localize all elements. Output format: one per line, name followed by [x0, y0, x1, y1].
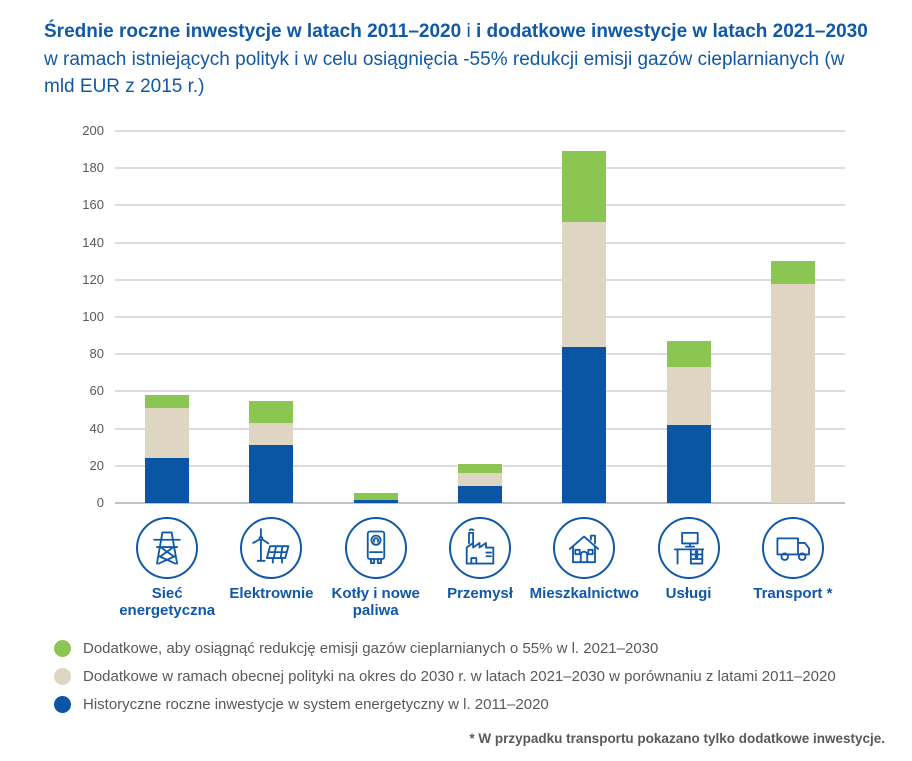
factory-icon — [449, 517, 511, 579]
legend-item-historic: Historyczne roczne inwestycje w system e… — [54, 694, 894, 714]
legend-label: Dodatkowe, aby osiągnąć redukcję emisji … — [83, 639, 659, 657]
legend-label: Historyczne roczne inwestycje w system e… — [83, 695, 549, 713]
bar-segment-historic — [458, 486, 502, 503]
legend-item-current-policy: Dodatkowe w ramach obecnej polityki na o… — [54, 666, 894, 686]
bar-segment-minus55 — [562, 151, 607, 223]
y-tick-label: 160 — [82, 197, 104, 213]
gridline — [115, 390, 845, 393]
category-label: Kotły i nowe paliwa — [331, 585, 420, 619]
bar-segment-historic — [666, 424, 711, 503]
title-separator: i — [461, 21, 476, 42]
y-tick-label: 40 — [89, 420, 104, 436]
y-tick-label: 100 — [82, 309, 104, 324]
bar-segment-current-policy — [562, 222, 607, 347]
bar-segment-historic — [562, 346, 607, 503]
category-label: Mieszkalnictwo — [529, 585, 639, 602]
bar-segment-minus55 — [770, 261, 815, 284]
power-plant-icon — [240, 517, 303, 579]
legend: Dodatkowe, aby osiągnąć redukcję emisji … — [54, 638, 894, 722]
bar-segment-minus55 — [249, 400, 294, 424]
title-regular: w ramach istniejących polityk i w celu o… — [44, 48, 845, 98]
legend-label: Dodatkowe w ramach obecnej polityki na o… — [83, 667, 836, 685]
bar-segment-current-policy — [770, 283, 815, 503]
y-tick-label: 80 — [89, 346, 104, 362]
category-label: Usługi — [665, 585, 712, 602]
y-tick-label: 20 — [89, 457, 104, 473]
truck-icon — [761, 517, 824, 579]
bar-segment-minus55 — [353, 492, 398, 501]
y-tick-label: 140 — [82, 234, 104, 250]
category-label: Elektrownie — [229, 585, 314, 602]
legend-swatch-current-policy — [54, 667, 71, 685]
chart-title: Średnie roczne inwestycje w latach 2011–… — [44, 18, 874, 101]
gridline — [115, 353, 845, 356]
bar-segment-current-policy — [145, 408, 190, 459]
services-icon — [657, 517, 720, 579]
house-icon — [553, 517, 616, 579]
bar-4 — [458, 131, 502, 503]
bar-1 — [145, 131, 190, 503]
gridline — [115, 130, 845, 132]
gridline — [115, 241, 845, 244]
bar-3 — [353, 131, 398, 503]
bar-segment-current-policy — [249, 423, 294, 446]
gridline — [115, 427, 845, 430]
y-tick-label: 180 — [82, 160, 104, 176]
bar-segment-minus55 — [458, 463, 502, 474]
bar-2 — [249, 131, 294, 503]
bar-segment-minus55 — [145, 395, 190, 409]
y-tick-label: 60 — [89, 383, 104, 399]
gridline — [115, 204, 845, 207]
bar-segment-historic — [249, 445, 294, 503]
category-label: Transport * — [753, 585, 833, 602]
gridline — [115, 316, 845, 318]
bar-segment-historic — [145, 458, 190, 503]
category-label: Sieć energetyczna — [119, 585, 216, 619]
legend-swatch-historic — [54, 695, 71, 713]
boiler-icon — [344, 517, 407, 579]
legend-item-minus55: Dodatkowe, aby osiągnąć redukcję emisji … — [54, 638, 894, 658]
bar-chart-plot-area — [115, 130, 845, 504]
legend-swatch-minus55 — [54, 639, 71, 657]
title-bold-2: i dodatkowe inwestycje w latach 2021–203… — [475, 21, 868, 42]
y-tick-label: 0 — [96, 495, 104, 510]
category-label: Przemysł — [447, 585, 513, 602]
power-grid-icon — [136, 517, 199, 579]
bar-segment-current-policy — [666, 367, 711, 425]
title-bold-1: Średnie roczne inwestycje w latach 2011–… — [44, 21, 462, 42]
bar-7 — [770, 131, 815, 503]
y-tick-label: 120 — [82, 271, 104, 287]
bar-6 — [666, 131, 711, 503]
y-tick-label: 200 — [82, 123, 104, 138]
footnote: * W przypadku transportu pokazano tylko … — [469, 731, 885, 746]
gridline — [115, 278, 845, 281]
x-axis-line — [115, 502, 845, 504]
bar-segment-minus55 — [666, 341, 711, 368]
bar-segment-current-policy — [458, 473, 502, 487]
bar-segment-historic — [353, 500, 398, 503]
bar-5 — [562, 131, 607, 503]
gridline — [115, 167, 845, 170]
